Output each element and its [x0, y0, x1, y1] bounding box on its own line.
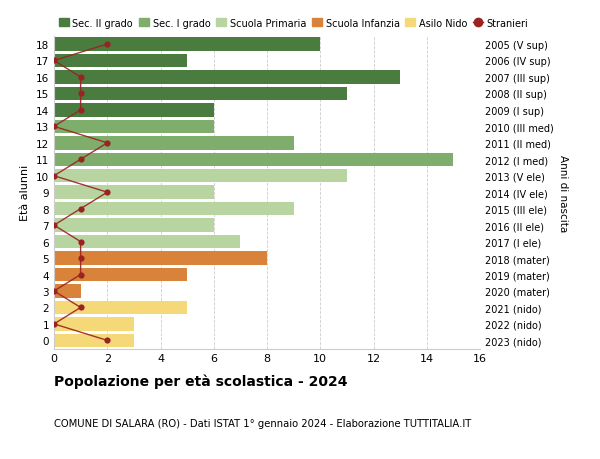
- Bar: [54, 104, 214, 118]
- Bar: [54, 88, 347, 101]
- Bar: [54, 38, 320, 52]
- Point: [49, 222, 59, 230]
- Point: [49, 320, 59, 328]
- Point: [103, 140, 112, 147]
- Bar: [54, 334, 134, 347]
- Y-axis label: Età alunni: Età alunni: [20, 165, 31, 221]
- Point: [76, 255, 85, 262]
- Point: [76, 74, 85, 81]
- Point: [76, 271, 85, 279]
- Bar: [54, 318, 134, 331]
- Point: [103, 41, 112, 49]
- Point: [76, 156, 85, 163]
- Legend: Sec. II grado, Sec. I grado, Scuola Primaria, Scuola Infanzia, Asilo Nido, Stran: Sec. II grado, Sec. I grado, Scuola Prim…: [59, 19, 529, 29]
- Bar: [54, 137, 293, 150]
- Y-axis label: Anni di nascita: Anni di nascita: [557, 154, 568, 231]
- Point: [103, 189, 112, 196]
- Point: [76, 90, 85, 98]
- Bar: [54, 170, 347, 183]
- Point: [76, 107, 85, 114]
- Bar: [54, 252, 267, 265]
- Bar: [54, 153, 454, 167]
- Bar: [54, 202, 293, 216]
- Bar: [54, 120, 214, 134]
- Bar: [54, 71, 400, 84]
- Text: Popolazione per età scolastica - 2024: Popolazione per età scolastica - 2024: [54, 374, 347, 389]
- Point: [49, 288, 59, 295]
- Bar: [54, 235, 241, 249]
- Bar: [54, 301, 187, 314]
- Point: [103, 337, 112, 344]
- Bar: [54, 219, 214, 232]
- Bar: [54, 285, 80, 298]
- Text: COMUNE DI SALARA (RO) - Dati ISTAT 1° gennaio 2024 - Elaborazione TUTTITALIA.IT: COMUNE DI SALARA (RO) - Dati ISTAT 1° ge…: [54, 418, 471, 428]
- Point: [49, 58, 59, 65]
- Point: [76, 304, 85, 312]
- Bar: [54, 186, 214, 200]
- Bar: [54, 55, 187, 68]
- Bar: [54, 268, 187, 282]
- Point: [49, 123, 59, 131]
- Point: [49, 173, 59, 180]
- Point: [76, 238, 85, 246]
- Point: [76, 206, 85, 213]
